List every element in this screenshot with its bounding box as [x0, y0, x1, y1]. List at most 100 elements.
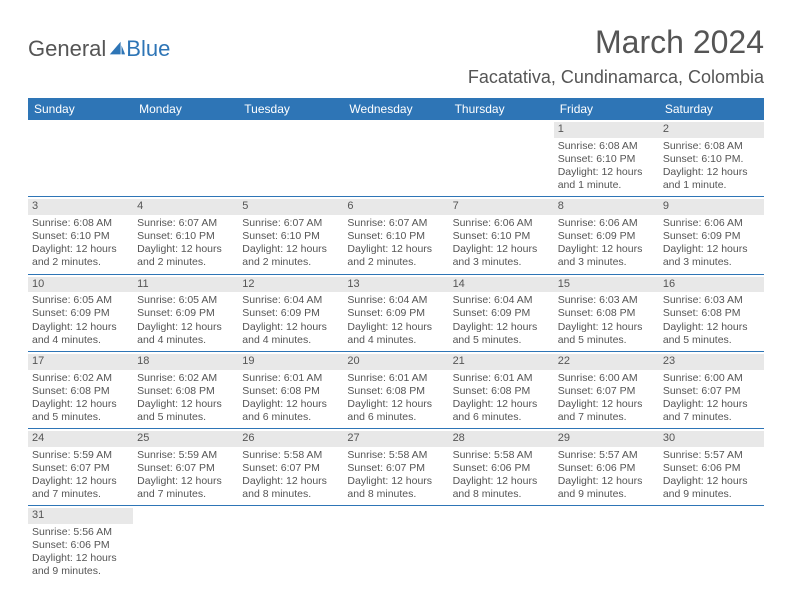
calendar-week-row: 1Sunrise: 6:08 AMSunset: 6:10 PMDaylight…: [28, 120, 764, 197]
sunrise-text: Sunrise: 6:08 AM: [558, 140, 655, 153]
calendar-week-row: 3 Sunrise: 6:08 AM Sunset: 6:10 PM Daylight…: [28, 197, 764, 274]
calendar-day-cell: 4Sunrise: 6:07 AMSunset: 6:10 PMDaylight…: [133, 197, 238, 274]
calendar-day-cell: 10Sunrise: 6:05 AMSunset: 6:09 PMDayligh…: [28, 274, 133, 351]
sunset-text: Sunset: 6:08 PM: [347, 385, 444, 398]
sunrise-text: Sunrise: 6:02 AM: [137, 372, 234, 385]
dayname-sunday: Sunday: [28, 98, 133, 120]
calendar-day-cell: [659, 506, 764, 583]
day-number: 2: [659, 122, 764, 138]
daylight-text: Daylight: 12 hours and 2 minutes.: [137, 243, 234, 269]
sunrise-text: Sunrise: 6:05 AM: [32, 294, 129, 307]
sunset-text: Sunset: 6:10 PM: [347, 230, 444, 243]
sunrise-text: Sunrise: 6:00 AM: [558, 372, 655, 385]
sunset-text: Sunset: 6:10 PM.: [663, 153, 760, 166]
calendar-day-cell: [343, 506, 448, 583]
sunrise-text: Sunrise: 5:58 AM: [242, 449, 339, 462]
day-number: 7: [449, 199, 554, 215]
sunset-text: Sunset: 6:06 PM: [453, 462, 550, 475]
daylight-text: Daylight: 12 hours and 1 minute.: [663, 166, 760, 192]
day-number: 25: [133, 431, 238, 447]
day-number: 5: [238, 199, 343, 215]
daylight-text: Daylight: 12 hours and 8 minutes.: [453, 475, 550, 501]
sunrise-text: Sunrise: 5:59 AM: [137, 449, 234, 462]
daylight-text: Daylight: 12 hours and 7 minutes.: [32, 475, 129, 501]
calendar-week-row: 10Sunrise: 6:05 AM Sunset: 6:09 PM Dayligh…: [28, 274, 764, 351]
calendar-week-row: 31Sunrise: 5:56 AMSunset: 6:06 PMDayligh…: [28, 506, 764, 583]
sunrise-text: Sunrise: 6:07 AM: [242, 217, 339, 230]
daylight-text: Daylight: 12 hours and 7 minutes.: [558, 398, 655, 424]
calendar-day-cell: 26Sunrise: 5:58 AMSunset: 6:07 PMDayligh…: [238, 429, 343, 506]
daylight-text: Daylight: 12 hours and 1 minute.: [558, 166, 655, 192]
day-number: 24: [28, 431, 133, 447]
sunset-text: Sunset: 6:09 PM: [453, 307, 550, 320]
daylight-text: Daylight: 12 hours and 2 minutes.: [32, 243, 129, 269]
calendar-day-cell: 11Sunrise: 6:05 AMSunset: 6:09 PMDayligh…: [133, 274, 238, 351]
sunrise-text: Sunrise: 6:01 AM: [242, 372, 339, 385]
calendar-day-cell: 12Sunrise: 6:04 AMSunset: 6:09 PMDayligh…: [238, 274, 343, 351]
daylight-text: Daylight: 12 hours and 3 minutes.: [558, 243, 655, 269]
day-number: 12: [238, 277, 343, 293]
sunrise-text: Sunrise: 6:04 AM: [242, 294, 339, 307]
daylight-text: Daylight: 12 hours and 9 minutes.: [558, 475, 655, 501]
sunrise-text: Sunrise: 5:58 AM: [453, 449, 550, 462]
dayname-saturday: Saturday: [659, 98, 764, 120]
sunset-text: Sunset: 6:08 PM: [453, 385, 550, 398]
calendar-day-cell: 18Sunrise: 6:02 AMSunset: 6:08 PMDayligh…: [133, 351, 238, 428]
sunrise-text: Sunrise: 5:58 AM: [347, 449, 444, 462]
calendar-week-row: 24Sunrise: 5:59 AMSunset: 6:07 PMDayligh…: [28, 429, 764, 506]
sunset-text: Sunset: 6:10 PM: [558, 153, 655, 166]
sunset-text: Sunset: 6:07 PM: [137, 462, 234, 475]
sunrise-text: Sunrise: 5:57 AM: [558, 449, 655, 462]
calendar-day-cell: 24Sunrise: 5:59 AMSunset: 6:07 PMDayligh…: [28, 429, 133, 506]
sunset-text: Sunset: 6:10 PM: [242, 230, 339, 243]
day-number: 4: [133, 199, 238, 215]
day-number: 18: [133, 354, 238, 370]
sunrise-text: Sunrise: 6:00 AM: [663, 372, 760, 385]
sunset-text: Sunset: 6:08 PM: [242, 385, 339, 398]
day-number: 3: [28, 199, 133, 215]
calendar-day-cell: 1Sunrise: 6:08 AMSunset: 6:10 PMDaylight…: [554, 120, 659, 197]
calendar-day-cell: 19Sunrise: 6:01 AMSunset: 6:08 PMDayligh…: [238, 351, 343, 428]
header: General Blue March 2024 Facatativa, Cund…: [28, 24, 764, 88]
daylight-text: Daylight: 12 hours and 7 minutes.: [663, 398, 760, 424]
sunrise-text: Sunrise: 6:02 AM: [32, 372, 129, 385]
calendar-day-cell: 13Sunrise: 6:04 AMSunset: 6:09 PMDayligh…: [343, 274, 448, 351]
logo-text-general: General: [28, 36, 106, 62]
sunset-text: Sunset: 6:09 PM: [137, 307, 234, 320]
daylight-text: Daylight: 12 hours and 4 minutes.: [347, 321, 444, 347]
day-number: 26: [238, 431, 343, 447]
sunset-text: Sunset: 6:06 PM: [558, 462, 655, 475]
daylight-text: Daylight: 12 hours and 7 minutes.: [137, 475, 234, 501]
logo-sail-icon: [108, 40, 126, 58]
sunrise-text: Sunrise: 6:07 AM: [347, 217, 444, 230]
calendar-day-cell: 23Sunrise: 6:00 AMSunset: 6:07 PMDayligh…: [659, 351, 764, 428]
day-number: 21: [449, 354, 554, 370]
daylight-text: Daylight: 12 hours and 8 minutes.: [347, 475, 444, 501]
month-title: March 2024: [468, 24, 764, 61]
day-number: 14: [449, 277, 554, 293]
calendar-day-cell: 21Sunrise: 6:01 AMSunset: 6:08 PMDayligh…: [449, 351, 554, 428]
daylight-text: Daylight: 12 hours and 5 minutes.: [32, 398, 129, 424]
calendar-day-cell: 7Sunrise: 6:06 AMSunset: 6:10 PMDaylight…: [449, 197, 554, 274]
day-number: 17: [28, 354, 133, 370]
calendar-day-cell: 16Sunrise: 6:03 AMSunset: 6:08 PMDayligh…: [659, 274, 764, 351]
dayname-header-row: Sunday Monday Tuesday Wednesday Thursday…: [28, 98, 764, 120]
calendar-day-cell: 6Sunrise: 6:07 AMSunset: 6:10 PMDaylight…: [343, 197, 448, 274]
sunrise-text: Sunrise: 6:08 AM: [663, 140, 760, 153]
sunset-text: Sunset: 6:08 PM: [663, 307, 760, 320]
daylight-text: Daylight: 12 hours and 3 minutes.: [663, 243, 760, 269]
title-block: March 2024 Facatativa, Cundinamarca, Col…: [468, 24, 764, 88]
calendar-week-row: 17Sunrise: 6:02 AMSunset: 6:08 PMDayligh…: [28, 351, 764, 428]
calendar-day-cell: 31Sunrise: 5:56 AMSunset: 6:06 PMDayligh…: [28, 506, 133, 583]
sunrise-text: Sunrise: 6:08 AM: [32, 217, 129, 230]
sunset-text: Sunset: 6:07 PM: [32, 462, 129, 475]
calendar-day-cell: 22Sunrise: 6:00 AMSunset: 6:07 PMDayligh…: [554, 351, 659, 428]
calendar-day-cell: 5Sunrise: 6:07 AMSunset: 6:10 PMDaylight…: [238, 197, 343, 274]
day-number: 16: [659, 277, 764, 293]
sunset-text: Sunset: 6:08 PM: [137, 385, 234, 398]
day-number: 10: [28, 277, 133, 293]
calendar-day-cell: 2 Sunrise: 6:08 AMSunset: 6:10 PM.Dayligh…: [659, 120, 764, 197]
dayname-thursday: Thursday: [449, 98, 554, 120]
sunrise-text: Sunrise: 6:06 AM: [453, 217, 550, 230]
sunrise-text: Sunrise: 6:06 AM: [663, 217, 760, 230]
